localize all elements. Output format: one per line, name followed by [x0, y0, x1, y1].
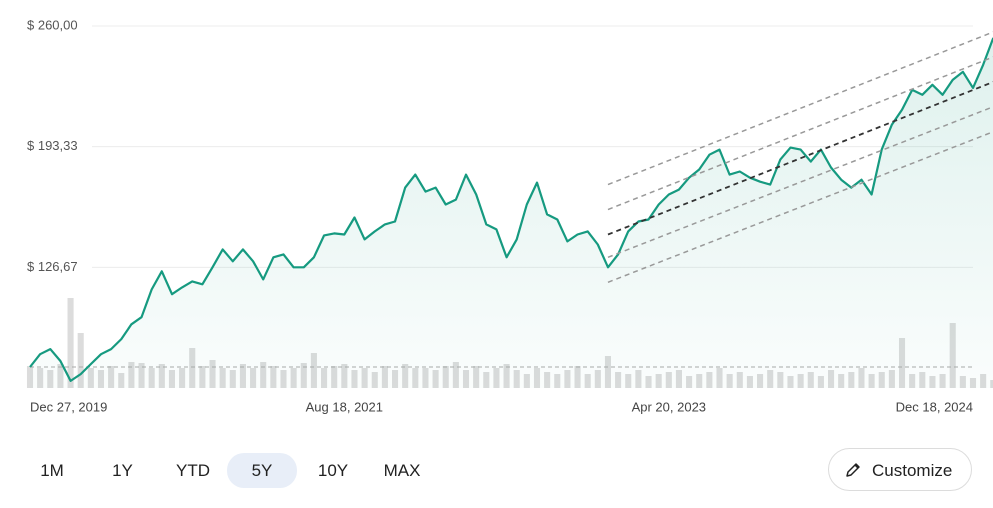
- range-button[interactable]: 10Y: [317, 461, 349, 480]
- y-tick-label: $ 126,67: [27, 259, 78, 274]
- price-area: [30, 38, 993, 388]
- trend-channel-line: [607, 56, 993, 211]
- volume-bar: [77, 333, 84, 388]
- trend-channel-line: [607, 106, 993, 259]
- chart: $ 260,00 $ 193,33 $ 126,67 Dec 27, 2019 Aug …: [26, 17, 993, 414]
- x-tick-label: Dec 18, 2024: [896, 399, 973, 414]
- range-button[interactable]: 5Y: [227, 453, 297, 488]
- y-tick-label: $ 193,33: [27, 138, 78, 153]
- volume-bar: [67, 298, 74, 388]
- customize-button[interactable]: Customize: [828, 448, 972, 491]
- y-tick-label: $ 260,00: [27, 17, 78, 32]
- range-button[interactable]: MAX: [383, 461, 421, 480]
- range-button[interactable]: 1Y: [112, 461, 133, 480]
- pencil-icon: [846, 463, 860, 477]
- range-button[interactable]: YTD: [176, 461, 210, 480]
- trend-center-line: [607, 81, 993, 236]
- range-button[interactable]: 1M: [40, 461, 64, 480]
- x-tick-label: Aug 18, 2021: [306, 399, 383, 414]
- x-tick-label: Apr 20, 2023: [632, 399, 706, 414]
- x-tick-label: Dec 27, 2019: [30, 399, 107, 414]
- price-line: [29, 37, 993, 382]
- customize-label: Customize: [872, 461, 953, 480]
- trend-channel-line: [607, 31, 993, 186]
- trend-channel-line: [607, 131, 993, 283]
